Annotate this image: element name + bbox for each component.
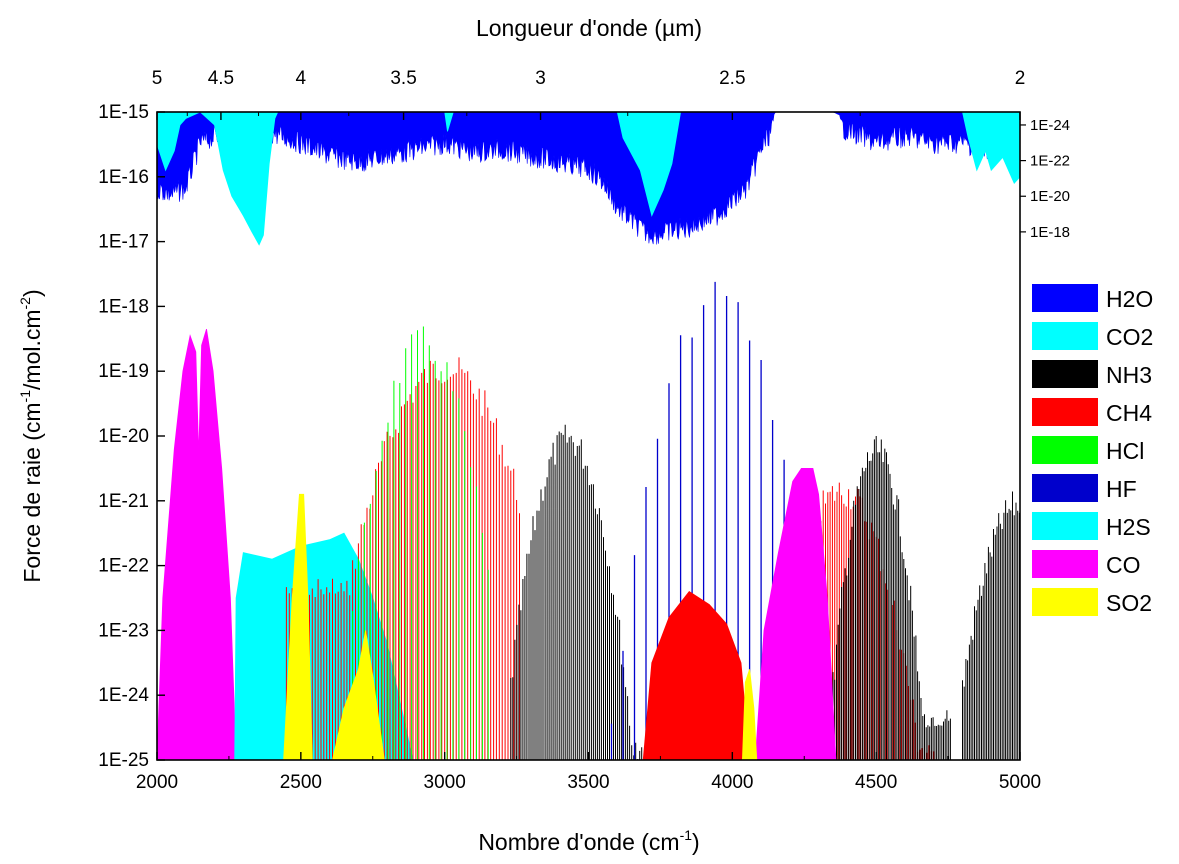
top-tick-label: 3 — [535, 68, 546, 89]
legend-label-so2: SO2 — [1106, 590, 1152, 616]
x-tick-label: 3000 — [424, 772, 466, 793]
band-so2-12 — [741, 669, 758, 760]
legend-label-co2: CO2 — [1106, 324, 1153, 350]
lines-path-4 — [510, 424, 643, 760]
x-axis-title: Nombre d'onde (cm-1) — [478, 827, 699, 855]
y-tick-label: 1E-23 — [98, 620, 149, 641]
top-tick-label: 2 — [1015, 68, 1026, 89]
lines-nh3-4 — [510, 424, 643, 760]
legend-label-hcl: HCl — [1106, 438, 1144, 464]
lines-nh3-13 — [962, 491, 1020, 760]
right-tick-label: 1E-20 — [1030, 188, 1070, 205]
bands-layer — [157, 281, 1020, 760]
transmission-layer — [157, 112, 1020, 246]
legend-swatch-hcl — [1032, 436, 1098, 464]
y-tick-label: 1E-24 — [98, 685, 149, 706]
y-axis-title: Force de raie (cm-1/mol.cm-2) — [17, 289, 45, 582]
legend-swatch-so2 — [1032, 588, 1098, 616]
band-so2-7 — [283, 493, 313, 760]
legend-label-co: CO — [1106, 552, 1141, 578]
legend-label-nh3: NH3 — [1106, 362, 1152, 388]
top-tick-label: 5 — [152, 68, 163, 89]
y-tick-label: 1E-19 — [98, 361, 149, 382]
y-tick-label: 1E-22 — [98, 556, 149, 577]
legend-swatch-co2 — [1032, 322, 1098, 350]
y-tick-label: 1E-16 — [98, 167, 149, 188]
y-tick-label: 1E-20 — [98, 426, 149, 447]
legend-label-h2o: H2O — [1106, 286, 1153, 312]
y-tick-label: 1E-15 — [98, 102, 149, 123]
legend-label-h2s: H2S — [1106, 514, 1151, 540]
axes-layer: 2000 2500 3000 3500 4000 4500 5000 1E-25 1E-24 1E… — [98, 68, 1070, 793]
h2o-transmission — [157, 112, 1020, 245]
legend-swatch-nh3 — [1032, 360, 1098, 388]
co2-transmission — [157, 112, 1020, 246]
y-tick-label: 1E-17 — [98, 232, 149, 253]
y-tick-label: 1E-21 — [98, 491, 149, 512]
legend-label-ch4: CH4 — [1106, 400, 1152, 426]
band-co-11 — [754, 468, 837, 760]
right-tick-label: 1E-22 — [1030, 153, 1070, 170]
top-tick-label: 4 — [296, 68, 307, 89]
right-tick-label: 1E-24 — [1030, 117, 1070, 134]
top-axis-title: Longueur d'onde (µm) — [476, 15, 702, 41]
band-so2-8 — [332, 630, 385, 760]
top-tick-label: 4.5 — [208, 68, 234, 89]
y-tick-label: 1E-18 — [98, 296, 149, 317]
x-tick-label: 2500 — [280, 772, 322, 793]
top-tick-label: 2.5 — [719, 68, 745, 89]
x-tick-label: 3500 — [567, 772, 609, 793]
y-tick-label: 1E-25 — [98, 750, 149, 771]
legend-swatch-ch4 — [1032, 398, 1098, 426]
legend: H2O CO2 NH3 CH4 HCl HF H2S CO SO2 — [1032, 284, 1153, 616]
legend-swatch-hf — [1032, 474, 1098, 502]
x-tick-label: 4500 — [855, 772, 897, 793]
band-co-0 — [157, 328, 237, 760]
top-tick-label: 3.5 — [390, 68, 416, 89]
x-tick-label: 5000 — [999, 772, 1041, 793]
legend-swatch-h2o — [1032, 284, 1098, 312]
x-tick-label: 2000 — [136, 772, 178, 793]
legend-swatch-h2s — [1032, 512, 1098, 540]
legend-swatch-co — [1032, 550, 1098, 578]
lines-path-13 — [962, 491, 1020, 760]
right-tick-label: 1E-18 — [1030, 224, 1070, 241]
legend-label-hf: HF — [1106, 476, 1137, 502]
x-tick-label: 4000 — [711, 772, 753, 793]
